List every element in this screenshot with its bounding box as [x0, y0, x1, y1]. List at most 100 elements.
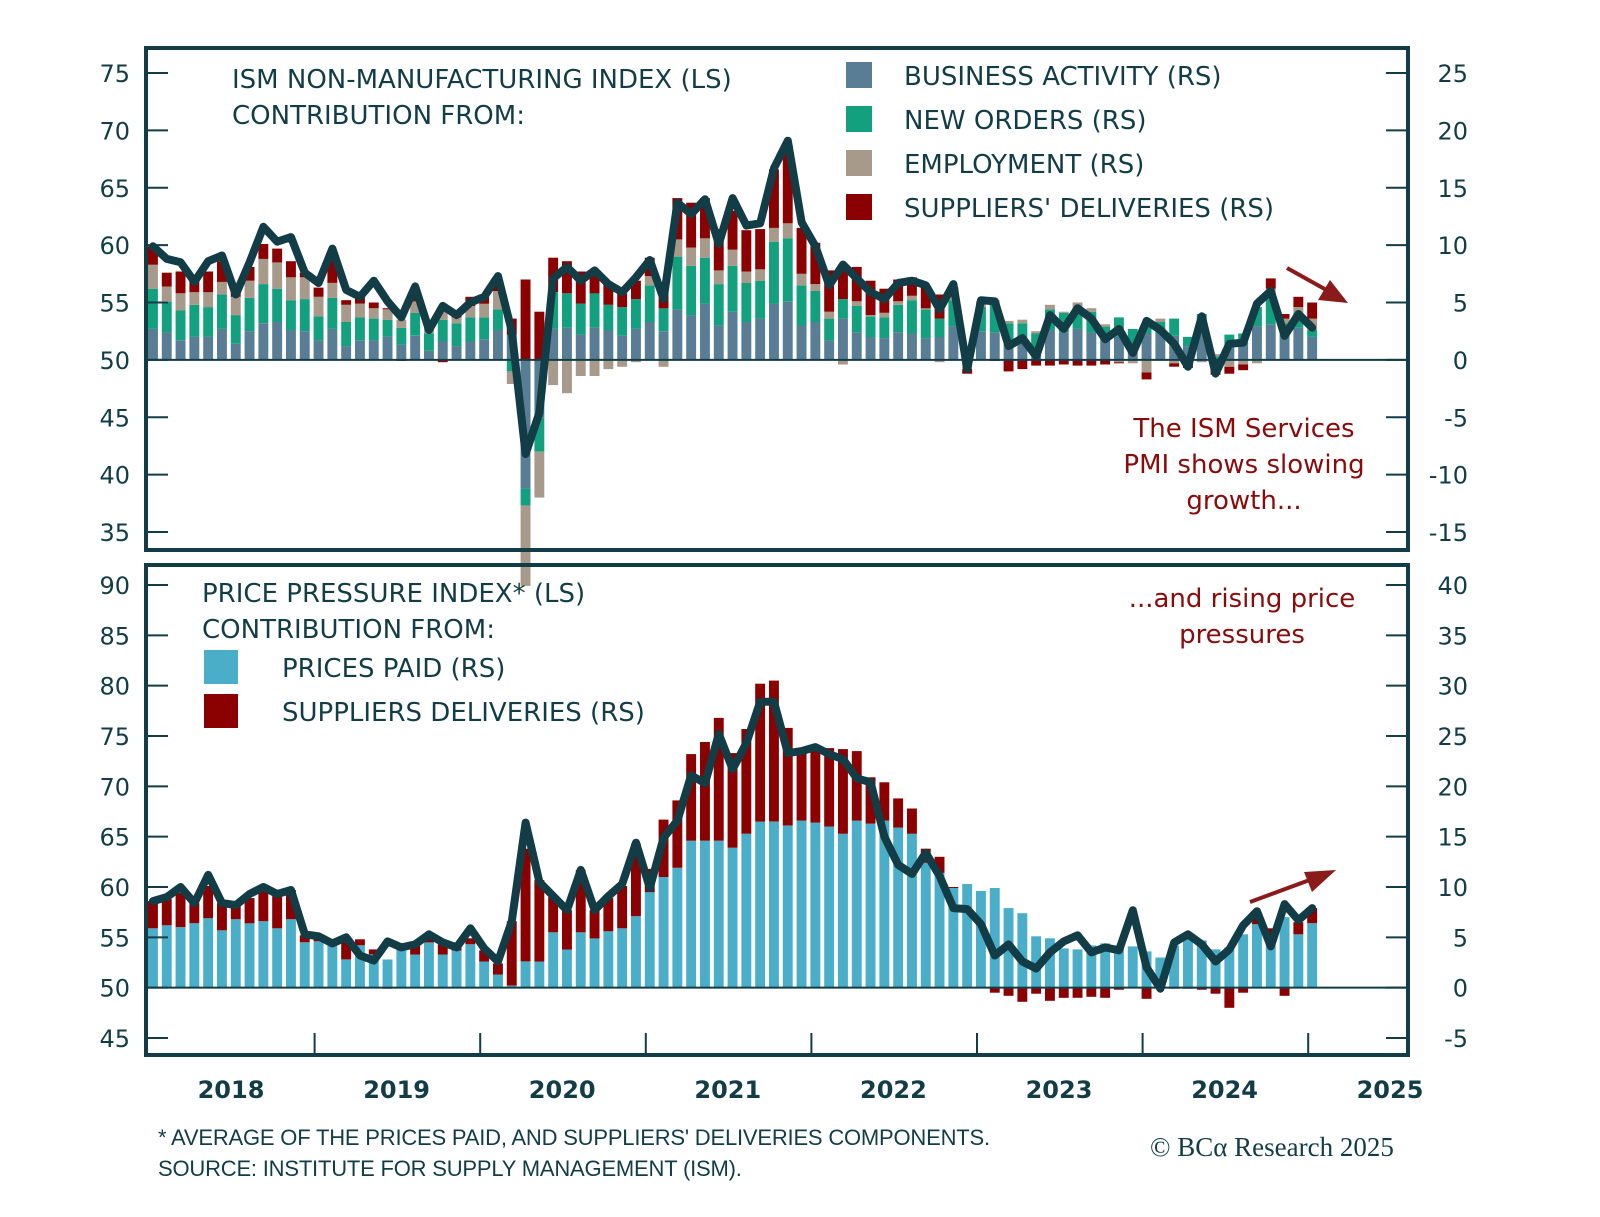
- bottom-bar-segment: [727, 753, 738, 848]
- bottom-bar-segment: [865, 777, 876, 824]
- top-bar-segment: [1127, 359, 1138, 364]
- top-bar-segment: [1155, 333, 1166, 360]
- top-bar-segment: [1265, 299, 1276, 325]
- bottom-bar-segment: [1114, 987, 1124, 990]
- top-bar-segment: [741, 322, 752, 360]
- top-bar-segment: [161, 332, 172, 360]
- top-bar-segment: [244, 297, 255, 332]
- top-bar-segment: [920, 287, 931, 309]
- top-left-tick-label: 60: [99, 232, 130, 260]
- bottom-bar-segment: [286, 919, 296, 988]
- top-bar-segment: [713, 284, 724, 326]
- top-bar-segment: [631, 299, 641, 329]
- bottom-bar-segment: [713, 840, 724, 988]
- bottom-right-tick-label: 30: [1437, 673, 1468, 701]
- top-bar-segment: [410, 335, 421, 360]
- bottom-bar-segment: [506, 921, 517, 986]
- top-bar-segment: [893, 332, 904, 360]
- bottom-bar-segment: [727, 847, 738, 988]
- top-bar-segment: [1279, 336, 1290, 360]
- bottom-bar-segment: [796, 748, 807, 821]
- top-bar-segment: [327, 283, 338, 298]
- top-bar-segment: [382, 336, 393, 360]
- top-bar-segment: [920, 309, 931, 339]
- top-bar-segment: [907, 300, 917, 334]
- bottom-bar-segment: [631, 916, 641, 988]
- top-bar-segment: [1003, 359, 1014, 372]
- bottom-right-axis: 40 35 30 25 20 15 10 5 0 -5: [1386, 572, 1468, 1053]
- top-bar-segment: [189, 336, 200, 360]
- top-bar-segment: [382, 308, 393, 310]
- top-left-tick-label: 40: [99, 462, 130, 490]
- top-bar-segment: [865, 280, 876, 316]
- top-bar-segment: [741, 283, 752, 322]
- top-bar-segment: [368, 308, 379, 319]
- top-bar-segment: [700, 198, 710, 239]
- top-bar-segment: [1072, 328, 1083, 360]
- top-bar-segment: [879, 317, 890, 339]
- top-bar-segment: [989, 332, 1000, 360]
- top-bar-segment: [851, 305, 862, 333]
- bottom-bar-segment: [562, 949, 572, 988]
- top-bar-segment: [327, 257, 338, 283]
- bottom-bar-segment: [1238, 987, 1249, 993]
- bottom-bar-segment: [1224, 987, 1235, 1008]
- bottom-bar-segment: [493, 963, 503, 975]
- bottom-bar-segment: [1058, 987, 1069, 998]
- bottom-bar-segment: [313, 941, 324, 988]
- top-bar-segment: [1169, 359, 1180, 364]
- top-bar-segment: [327, 297, 338, 329]
- top-bar-segment: [865, 316, 876, 337]
- top-bar-segment: [148, 288, 158, 329]
- bottom-bar-segment: [1238, 934, 1249, 988]
- top-bar-segment: [1031, 333, 1042, 348]
- top-bar-segment: [727, 311, 738, 360]
- bottom-annotation-line-1: ...and rising price: [1129, 584, 1356, 614]
- bottom-bar-segment: [1045, 938, 1055, 988]
- bottom-bar-segment: [299, 942, 310, 988]
- top-bar-segment: [355, 303, 365, 318]
- top-bar-segment: [851, 301, 862, 306]
- top-bar-segment: [658, 359, 669, 367]
- top-bar-segment: [1100, 324, 1111, 327]
- bottom-bar-segment: [1252, 924, 1262, 988]
- bottom-bar-segment: [1307, 923, 1318, 988]
- ism-index-line: [149, 136, 1317, 458]
- bottom-bar-segment: [603, 898, 614, 932]
- bottom-bar-segment: [1293, 922, 1304, 935]
- bottom-bar-segment: [424, 942, 434, 988]
- top-bar-segment: [189, 304, 200, 337]
- bottom-bar-segment: [782, 825, 793, 988]
- top-bar-segment: [1169, 363, 1180, 367]
- top-bar-segment: [313, 316, 324, 341]
- top-left-tick-label: 65: [99, 175, 130, 203]
- top-bar-segment: [410, 301, 421, 313]
- top-bar-segment: [451, 317, 462, 324]
- bottom-left-tick-label: 45: [99, 1025, 130, 1053]
- top-bar-segment: [217, 281, 227, 295]
- bottom-bar-segment: [382, 959, 393, 988]
- top-bar-segment: [1045, 359, 1055, 366]
- top-bar-segment: [313, 296, 324, 317]
- year-label: 2022: [860, 1076, 927, 1104]
- top-annotation-line-1: The ISM Services: [1132, 414, 1354, 444]
- top-bar-segment: [368, 318, 379, 341]
- bottom-bar-segment: [838, 833, 848, 988]
- top-bar-segment: [741, 271, 752, 283]
- price-pressure-line: [149, 697, 1317, 993]
- bottom-bar-segment: [1045, 987, 1055, 1001]
- bottom-bar-segment: [410, 954, 421, 988]
- bottom-bar-segment: [934, 856, 945, 873]
- top-annotation-line-2: PMI shows slowing: [1123, 450, 1364, 480]
- bottom-bar-segment: [1210, 987, 1221, 994]
- top-bar-segment: [700, 257, 710, 304]
- top-bar-segment: [230, 343, 241, 360]
- top-bars: [148, 145, 1318, 586]
- top-bar-segment: [1293, 327, 1304, 360]
- bottom-bar-segment: [644, 892, 655, 988]
- legend-label: BUSINESS ACTIVITY (RS): [904, 62, 1222, 92]
- legend-label: SUPPLIERS DELIVERIES (RS): [282, 698, 645, 728]
- bottom-bar-segment: [851, 751, 862, 821]
- top-bar-segment: [686, 315, 697, 360]
- top-bar-segment: [272, 262, 283, 289]
